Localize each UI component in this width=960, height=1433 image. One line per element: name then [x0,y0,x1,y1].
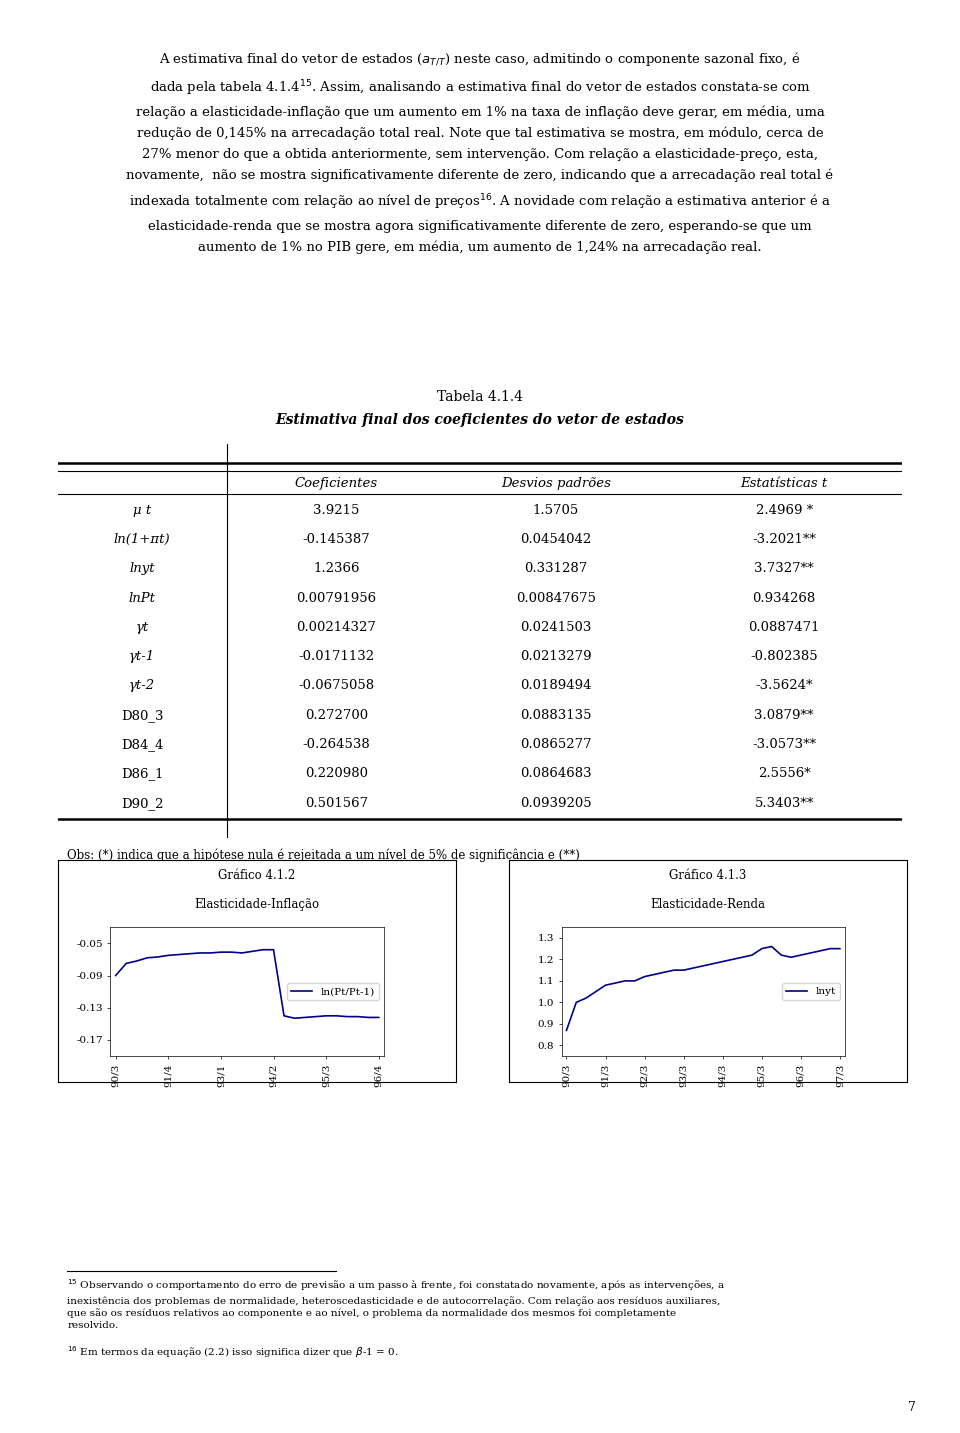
Text: -3.5624*: -3.5624* [756,679,813,692]
Text: γt: γt [135,620,149,633]
Text: 0.501567: 0.501567 [305,797,368,810]
Text: 0.272700: 0.272700 [305,709,368,722]
Text: D90_2: D90_2 [121,797,163,810]
Text: 1.2366: 1.2366 [313,562,360,575]
Text: Gráfico 4.1.2: Gráfico 4.1.2 [218,868,296,881]
Text: 0.0939205: 0.0939205 [520,797,592,810]
Text: lnPt: lnPt [129,592,156,605]
Text: γt-2: γt-2 [129,679,156,692]
Text: 0.00214327: 0.00214327 [297,620,376,633]
Text: Desvios padrões: Desvios padrões [501,477,611,490]
Text: Tabela 4.1.4: Tabela 4.1.4 [437,390,523,404]
Text: -0.0675058: -0.0675058 [299,679,374,692]
Text: Estimativa final dos coeficientes do vetor de estados: Estimativa final dos coeficientes do vet… [276,413,684,427]
Text: lnyt: lnyt [130,562,155,575]
Text: 7: 7 [908,1401,916,1414]
Text: D84_4: D84_4 [121,738,163,751]
Text: 0.220980: 0.220980 [305,767,368,781]
Text: D86_1: D86_1 [121,767,163,781]
Text: A estimativa final do vetor de estados ($a_{T/T}$) neste caso, admitindo o compo: A estimativa final do vetor de estados (… [127,50,833,254]
Text: D80_3: D80_3 [121,709,163,722]
Text: 1.5705: 1.5705 [533,503,579,517]
Text: 0.934268: 0.934268 [753,592,816,605]
Text: γt-1: γt-1 [129,651,156,663]
Text: $^{15}$ Observando o comportamento do erro de previsão a um passo à frente, foi : $^{15}$ Observando o comportamento do er… [67,1277,726,1330]
Text: $^{16}$ Em termos da equação (2.2) isso significa dizer que $\beta$-1 = 0.: $^{16}$ Em termos da equação (2.2) isso … [67,1344,398,1360]
Text: Estatísticas t: Estatísticas t [740,477,828,490]
Text: Gráfico 4.1.3: Gráfico 4.1.3 [669,868,747,881]
Legend: ln(Pt/Pt-1): ln(Pt/Pt-1) [287,983,379,1000]
Text: 0.0189494: 0.0189494 [520,679,591,692]
Text: 0.00847675: 0.00847675 [516,592,596,605]
Text: 0.0865277: 0.0865277 [520,738,592,751]
Text: -0.0171132: -0.0171132 [299,651,374,663]
Text: -3.0573**: -3.0573** [752,738,816,751]
Text: -0.145387: -0.145387 [302,533,371,546]
Text: μ t: μ t [132,503,152,517]
Text: 0.0454042: 0.0454042 [520,533,591,546]
Text: Elasticidade-Inflação: Elasticidade-Inflação [194,897,320,910]
Legend: lnyt: lnyt [781,983,840,1000]
Text: ln(1+πt): ln(1+πt) [114,533,170,546]
Text: 0.331287: 0.331287 [524,562,588,575]
Text: 2.4969 *: 2.4969 * [756,503,813,517]
Text: 0.0213279: 0.0213279 [520,651,592,663]
Text: 0.0883135: 0.0883135 [520,709,591,722]
Text: Obs: (*) indica que a hipótese nula é rejeitada a um nível de 5% de significânci: Obs: (*) indica que a hipótese nula é re… [67,848,580,881]
Text: 3.0879**: 3.0879** [755,709,814,722]
Text: 3.7327**: 3.7327** [755,562,814,575]
Text: -0.264538: -0.264538 [302,738,371,751]
Text: 0.0887471: 0.0887471 [749,620,820,633]
Text: Elasticidade-Renda: Elasticidade-Renda [651,897,765,910]
Text: Coeficientes: Coeficientes [295,477,378,490]
Text: 0.0864683: 0.0864683 [520,767,592,781]
Text: -3.2021**: -3.2021** [753,533,816,546]
Text: 3.9215: 3.9215 [313,503,360,517]
Text: 5.3403**: 5.3403** [755,797,814,810]
Text: 0.0241503: 0.0241503 [520,620,591,633]
Text: -0.802385: -0.802385 [751,651,818,663]
Text: 0.00791956: 0.00791956 [297,592,376,605]
Text: 2.5556*: 2.5556* [757,767,810,781]
